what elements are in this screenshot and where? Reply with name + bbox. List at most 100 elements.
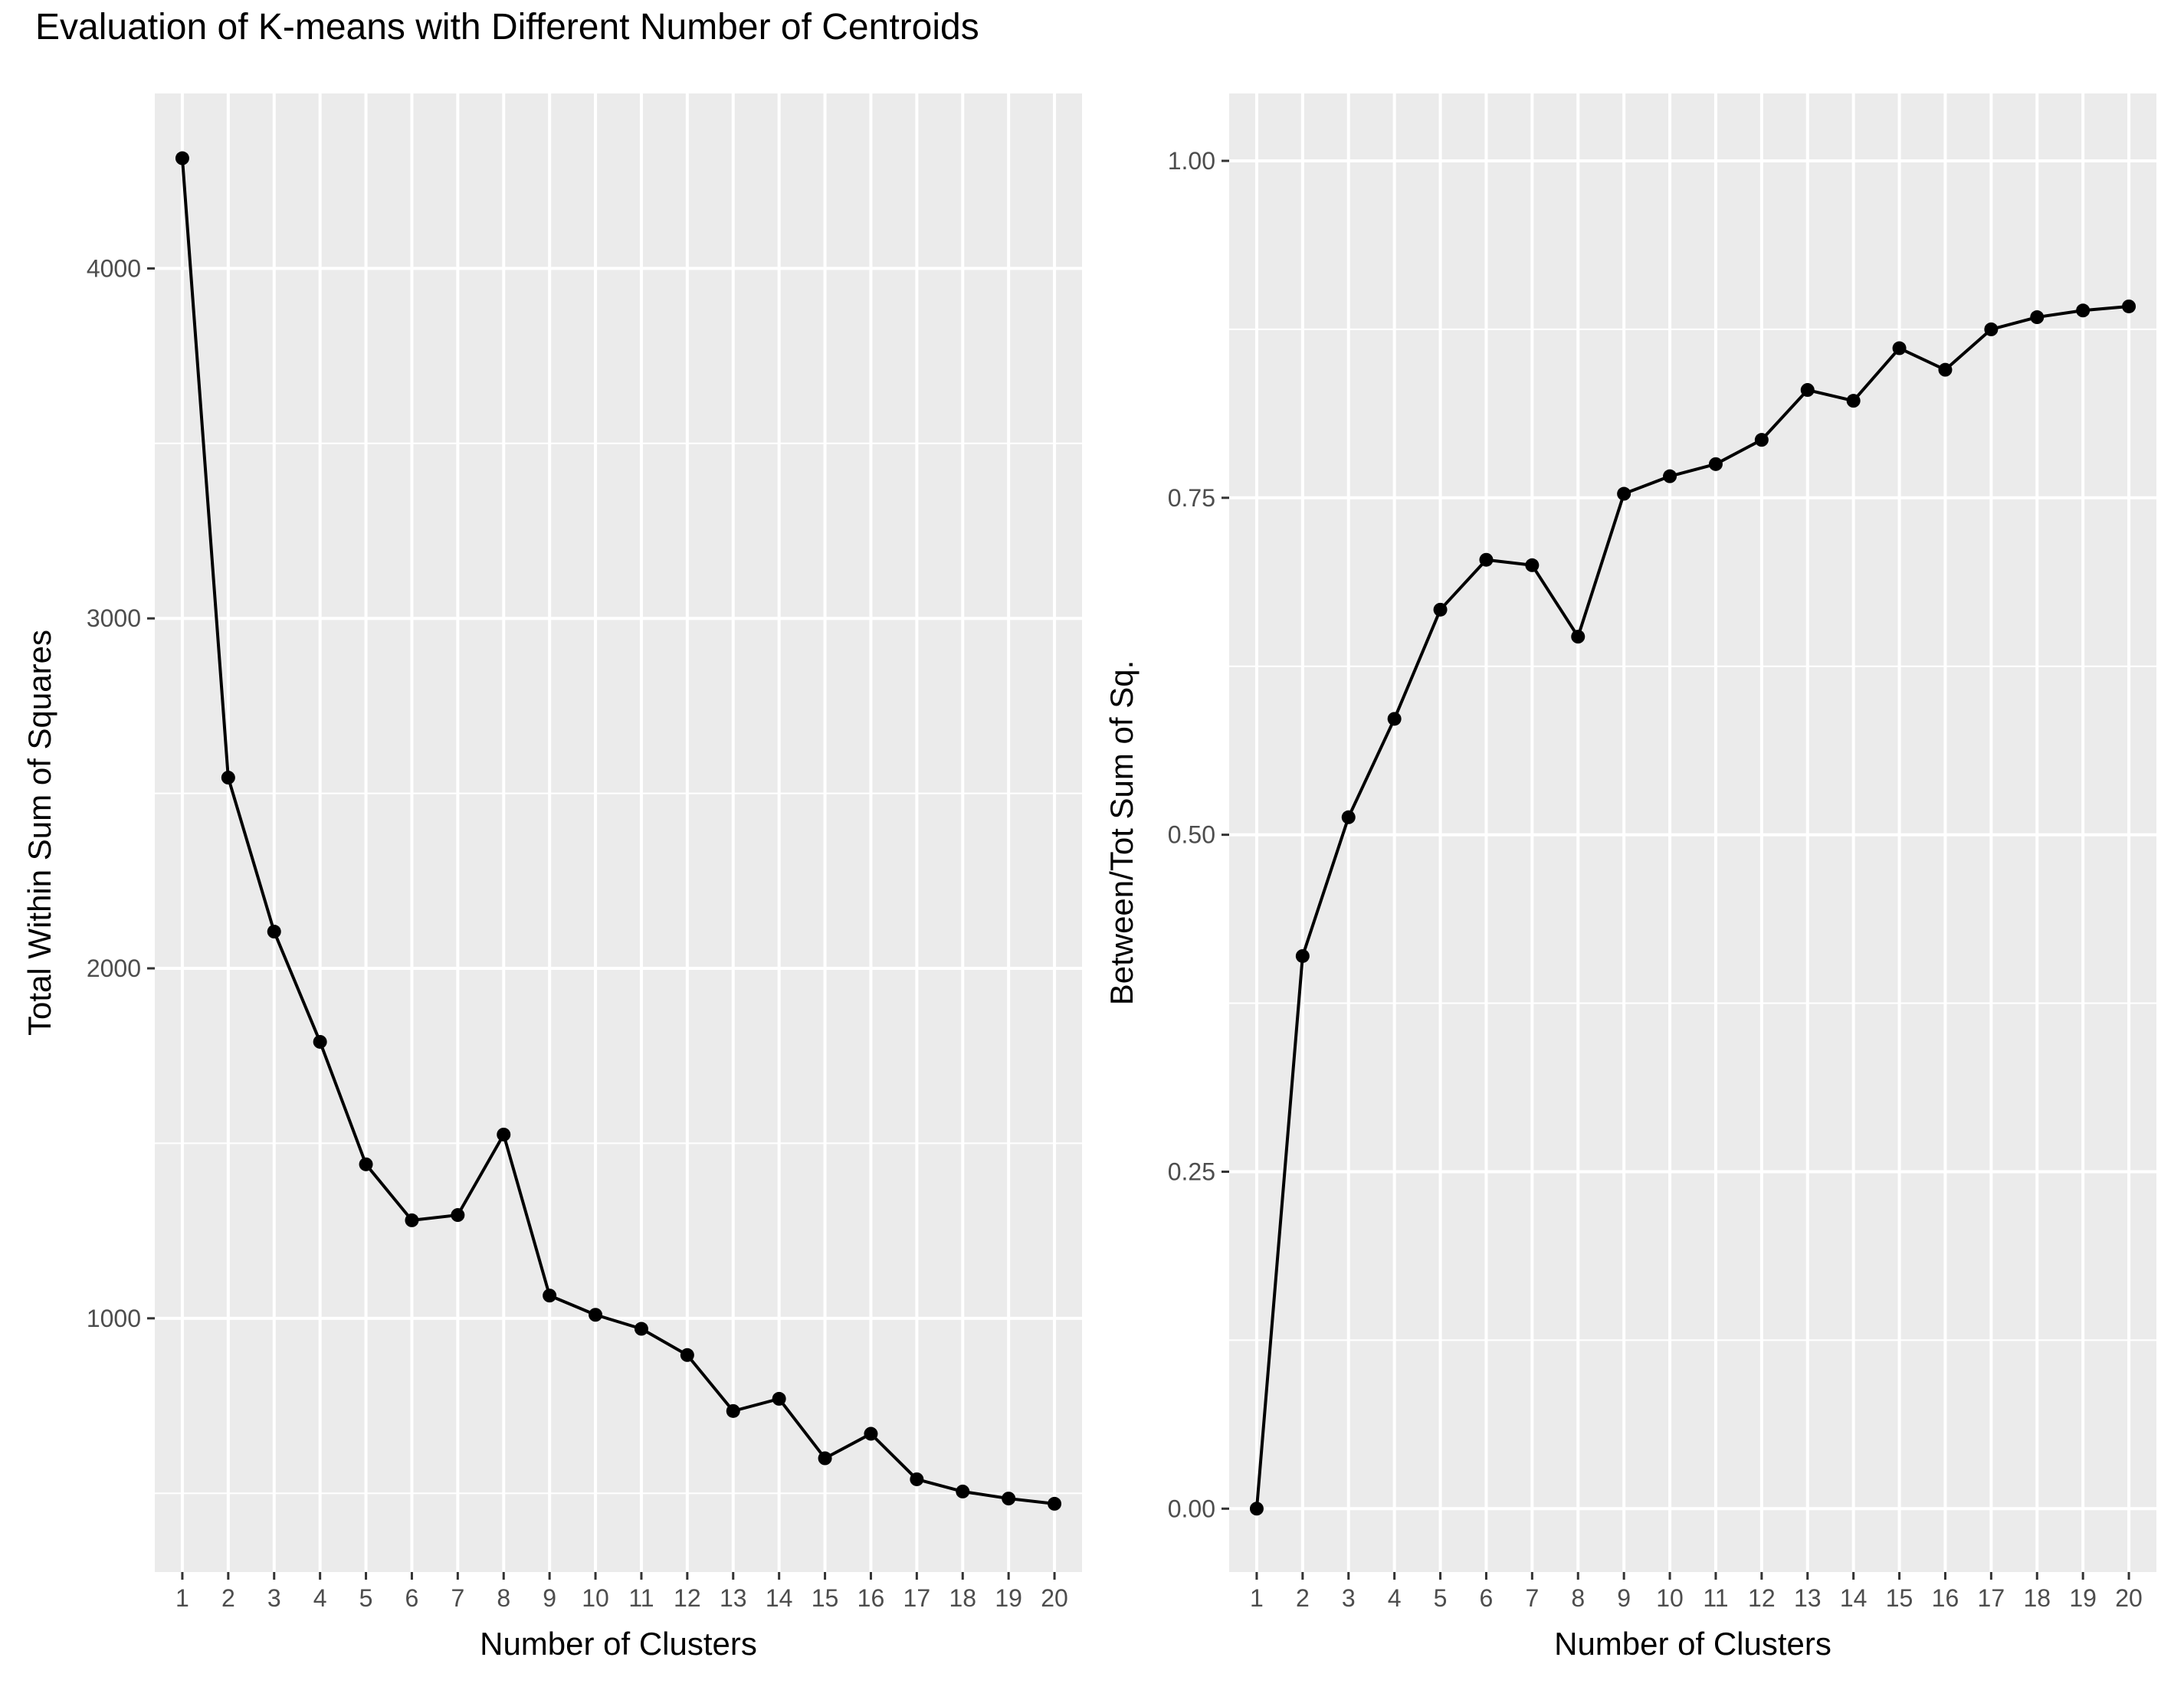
x-tick-label: 4 bbox=[313, 1584, 327, 1612]
data-point bbox=[1984, 322, 1999, 336]
data-point bbox=[267, 925, 281, 939]
data-point bbox=[1663, 469, 1677, 483]
x-tick-label: 13 bbox=[1794, 1584, 1822, 1612]
x-tick-label: 9 bbox=[1617, 1584, 1631, 1612]
x-tick-label: 17 bbox=[903, 1584, 931, 1612]
data-point bbox=[1754, 433, 1769, 447]
data-point bbox=[818, 1451, 832, 1466]
data-point bbox=[1525, 558, 1540, 572]
x-tick-label: 10 bbox=[1656, 1584, 1684, 1612]
x-tick-label: 11 bbox=[628, 1584, 654, 1612]
x-tick-label: 20 bbox=[2115, 1584, 2143, 1612]
data-point bbox=[772, 1391, 786, 1406]
x-tick-label: 15 bbox=[812, 1584, 839, 1612]
data-point bbox=[2076, 303, 2091, 318]
data-point bbox=[1048, 1496, 1062, 1511]
data-point bbox=[1571, 630, 1586, 644]
data-point bbox=[1295, 948, 1310, 963]
y-tick-label: 1000 bbox=[87, 1305, 141, 1332]
data-point bbox=[634, 1322, 648, 1336]
x-tick-label: 19 bbox=[2069, 1584, 2097, 1612]
x-tick-label: 4 bbox=[1388, 1584, 1402, 1612]
y-tick-label: 0.50 bbox=[1168, 821, 1215, 849]
y-axis-label: Between/Tot Sum of Sq. bbox=[1103, 660, 1140, 1006]
x-tick-label: 13 bbox=[720, 1584, 747, 1612]
x-tick-label: 11 bbox=[1703, 1584, 1728, 1612]
x-tick-label: 16 bbox=[1932, 1584, 1959, 1612]
y-tick-label: 3000 bbox=[87, 604, 141, 632]
x-tick-label: 10 bbox=[582, 1584, 609, 1612]
data-point bbox=[910, 1472, 924, 1486]
x-tick-label: 5 bbox=[359, 1584, 373, 1612]
data-point bbox=[1800, 383, 1815, 398]
x-tick-label: 18 bbox=[2023, 1584, 2051, 1612]
data-point bbox=[1249, 1502, 1264, 1516]
y-tick-label: 0.00 bbox=[1168, 1495, 1215, 1522]
x-tick-label: 8 bbox=[497, 1584, 510, 1612]
x-tick-label: 12 bbox=[1748, 1584, 1776, 1612]
data-point bbox=[451, 1208, 465, 1223]
x-tick-label: 8 bbox=[1571, 1584, 1585, 1612]
x-tick-label: 17 bbox=[1978, 1584, 2005, 1612]
data-point bbox=[359, 1157, 373, 1171]
data-point bbox=[2030, 310, 2045, 325]
x-tick-label: 15 bbox=[1886, 1584, 1913, 1612]
series-line bbox=[1254, 304, 2130, 1509]
y-tick-label: 1.00 bbox=[1168, 147, 1215, 175]
x-tick-label: 9 bbox=[543, 1584, 556, 1612]
data-point bbox=[589, 1308, 603, 1322]
x-tick-label: 3 bbox=[1342, 1584, 1356, 1612]
y-tick-label: 4000 bbox=[87, 254, 141, 282]
plot-background bbox=[155, 93, 1082, 1572]
data-point bbox=[1387, 712, 1402, 726]
plot-background bbox=[1229, 93, 2156, 1572]
data-point bbox=[1708, 457, 1723, 471]
data-point bbox=[1846, 394, 1861, 408]
figure-title: Evaluation of K-means with Different Num… bbox=[35, 7, 979, 47]
x-tick-label: 1 bbox=[1250, 1584, 1264, 1612]
x-tick-label: 3 bbox=[267, 1584, 281, 1612]
series-line bbox=[180, 158, 1055, 1505]
x-tick-label: 12 bbox=[674, 1584, 701, 1612]
x-tick-label: 20 bbox=[1041, 1584, 1068, 1612]
data-point bbox=[956, 1484, 970, 1498]
data-point bbox=[1433, 602, 1448, 617]
y-axis-label: Total Within Sum of Squares bbox=[21, 630, 57, 1036]
data-point bbox=[1938, 362, 1953, 377]
y-tick-label: 0.25 bbox=[1168, 1158, 1215, 1185]
data-point bbox=[726, 1403, 740, 1418]
x-tick-label: 6 bbox=[405, 1584, 419, 1612]
data-point bbox=[1479, 552, 1494, 567]
data-point bbox=[543, 1289, 557, 1303]
x-tick-label: 7 bbox=[1525, 1584, 1539, 1612]
data-point bbox=[313, 1034, 327, 1049]
x-tick-label: 5 bbox=[1434, 1584, 1448, 1612]
data-point bbox=[221, 771, 235, 785]
x-tick-label: 19 bbox=[995, 1584, 1022, 1612]
x-tick-label: 6 bbox=[1480, 1584, 1494, 1612]
x-tick-label: 2 bbox=[1296, 1584, 1310, 1612]
x-axis-label: Number of Clusters bbox=[1554, 1626, 1831, 1662]
x-tick-label: 1 bbox=[175, 1584, 189, 1612]
data-point bbox=[175, 151, 189, 165]
y-tick-label: 2000 bbox=[87, 955, 141, 982]
data-point bbox=[864, 1426, 878, 1441]
x-tick-label: 7 bbox=[451, 1584, 464, 1612]
x-tick-label: 14 bbox=[766, 1584, 793, 1612]
x-tick-label: 2 bbox=[221, 1584, 235, 1612]
x-tick-label: 18 bbox=[949, 1584, 976, 1612]
data-point bbox=[1617, 486, 1631, 501]
data-point bbox=[1002, 1492, 1016, 1506]
x-tick-label: 14 bbox=[1840, 1584, 1868, 1612]
data-point bbox=[405, 1213, 419, 1227]
panel-2: 0.000.250.500.751.001 2 3 4 5 6 7 8 9 10 11 12 13 14 1… bbox=[1103, 93, 2156, 1662]
x-tick-label: 16 bbox=[858, 1584, 885, 1612]
data-point bbox=[1341, 810, 1356, 824]
x-axis-label: Number of Clusters bbox=[480, 1626, 757, 1662]
data-point bbox=[2122, 299, 2136, 313]
data-point bbox=[680, 1348, 694, 1362]
data-point bbox=[497, 1127, 511, 1141]
data-point bbox=[1892, 341, 1907, 355]
